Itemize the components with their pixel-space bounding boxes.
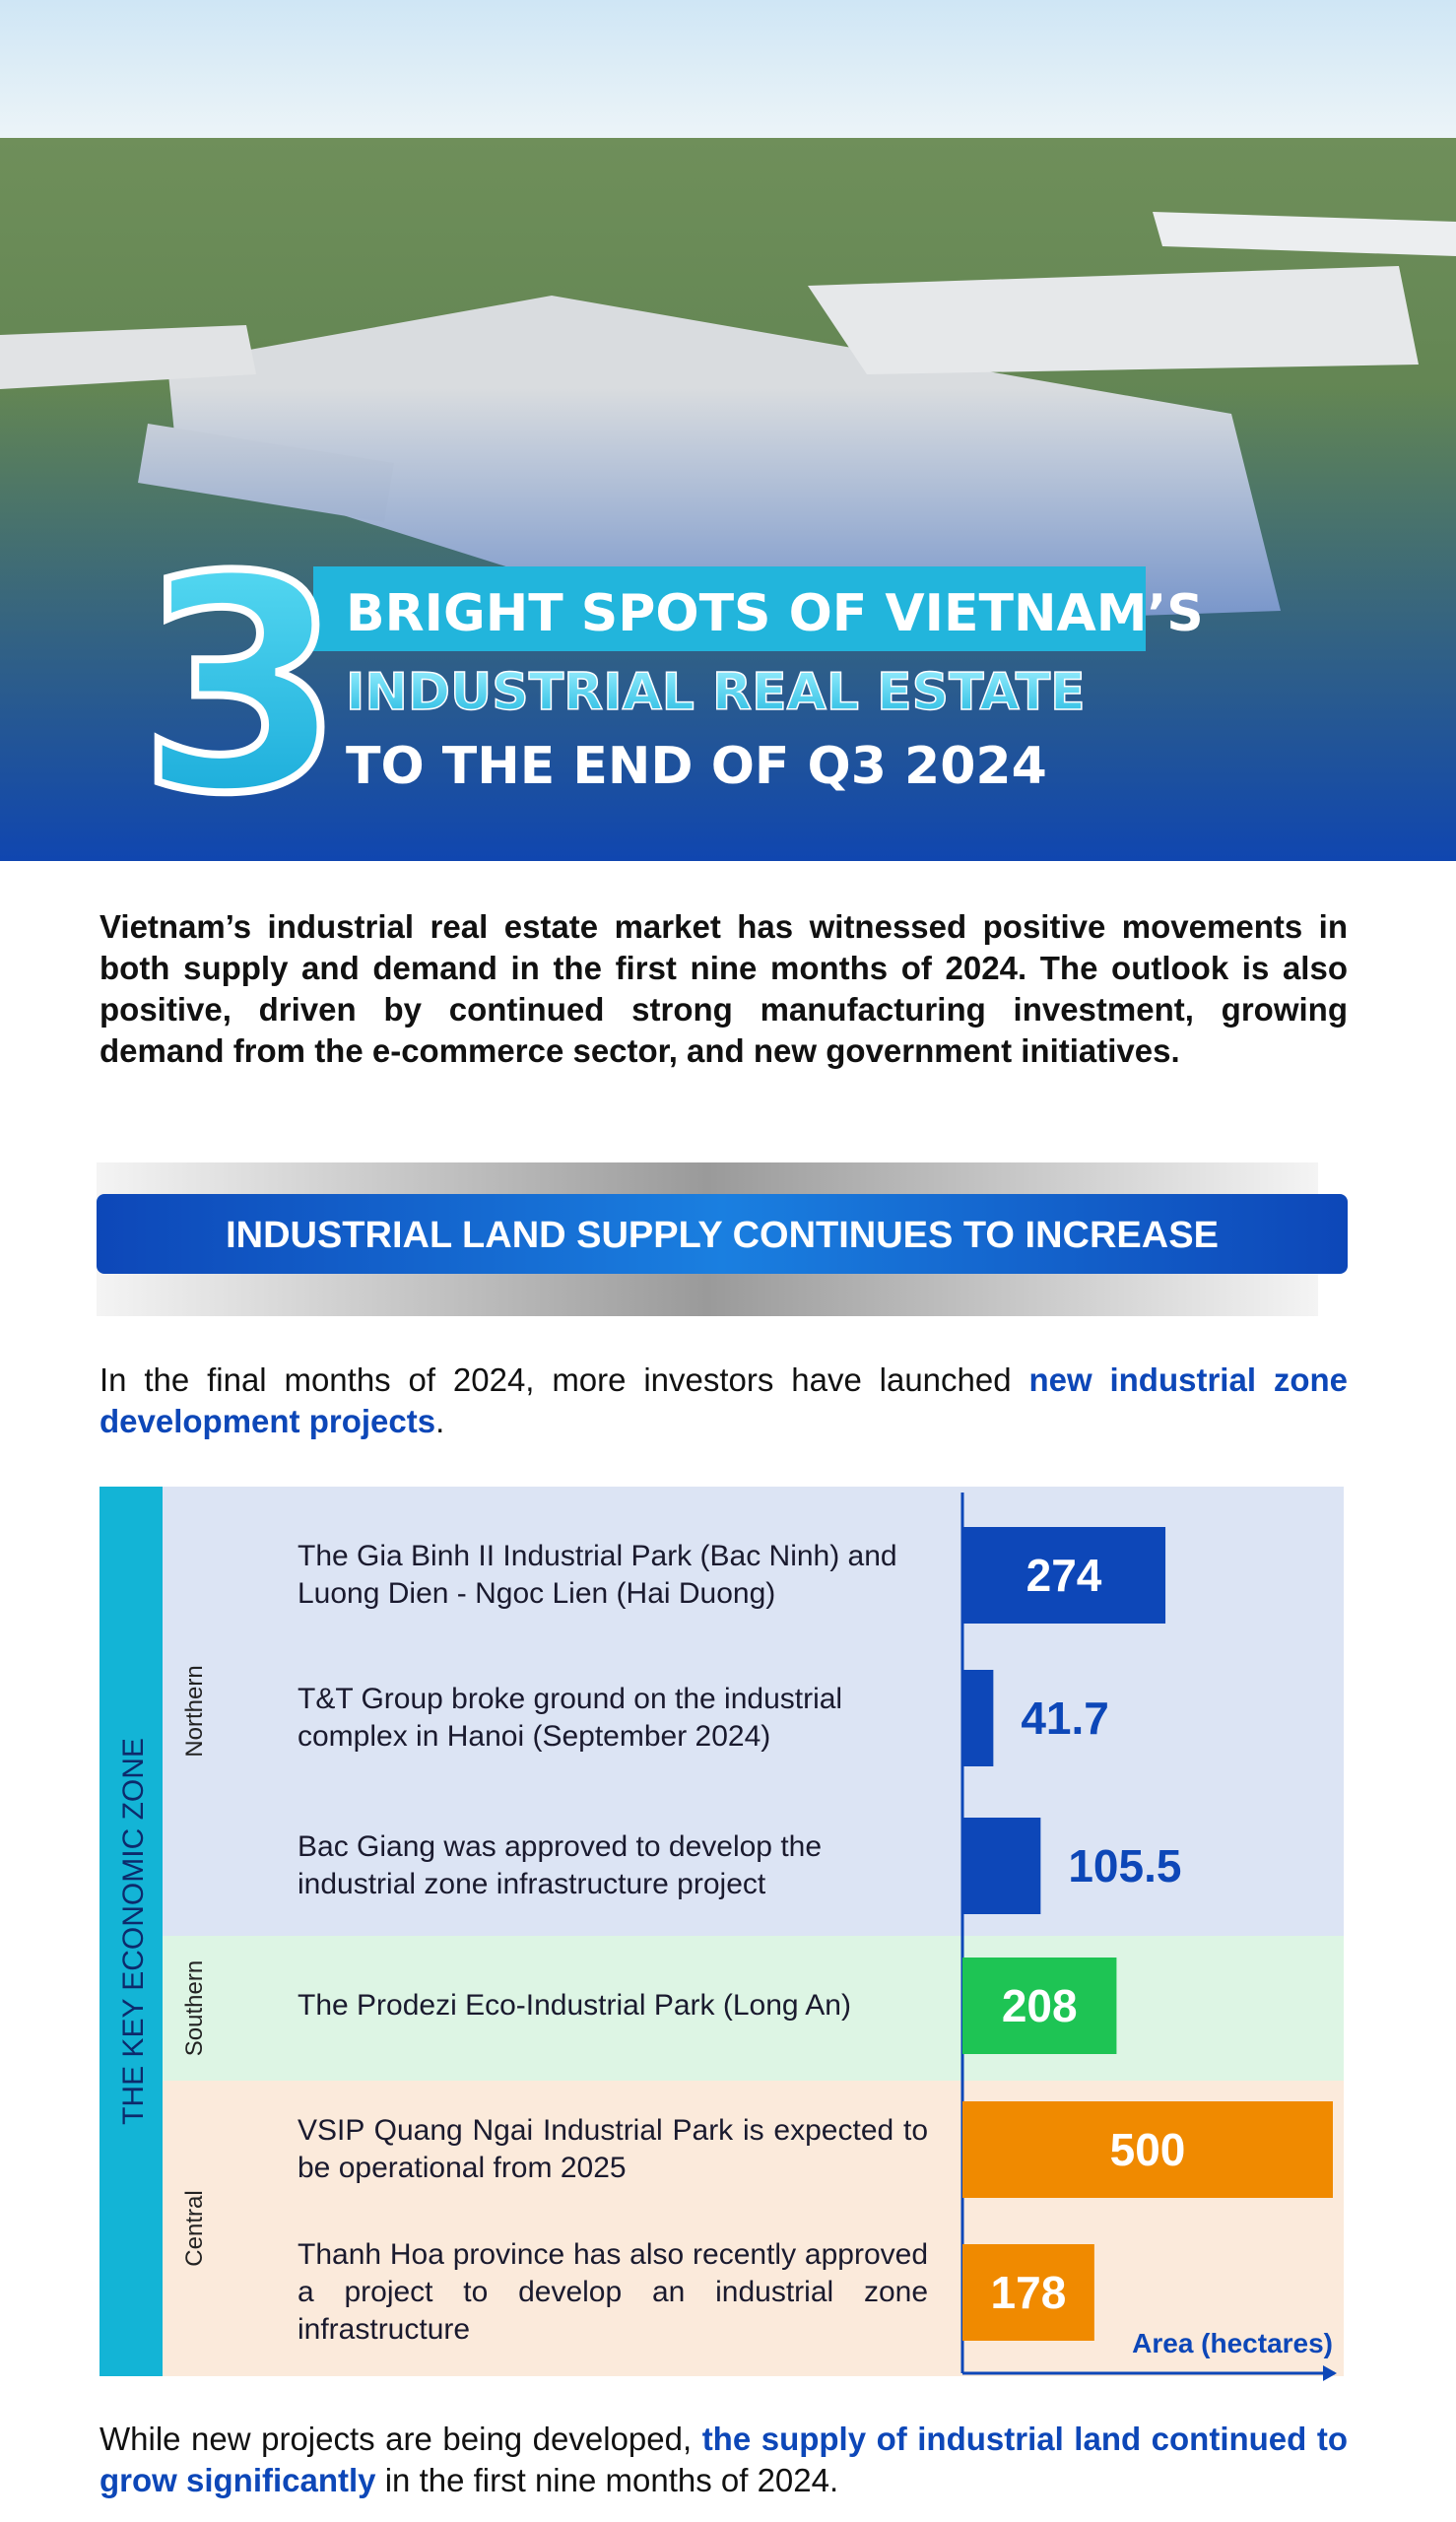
lead-highlight: new industrial zone development projects: [99, 1361, 1349, 1439]
value-label: 274: [1026, 1550, 1102, 1601]
value-label: 41.7: [1021, 1692, 1109, 1744]
bar: [962, 1818, 1041, 1914]
title-line: TO THE END OF Q3 2024: [346, 737, 1047, 796]
category-label: The Gia Binh II Industrial Park (Bac Nin…: [298, 1540, 897, 1610]
group-bar: [99, 1487, 163, 2376]
category-label: VSIP Quang Ngai Industrial Park is expec…: [298, 2114, 928, 2184]
bar: [962, 2101, 1333, 2198]
axis-arrow: [1323, 2365, 1337, 2381]
footer-highlight: the supply of industrial land continued …: [99, 2421, 1348, 2498]
bar: [962, 1527, 1166, 1624]
footer-text: While new projects are being developed,: [99, 2421, 693, 2457]
footer-end: in the first nine months of 2024.: [384, 2462, 839, 2498]
section-title: INDUSTRIAL LAND SUPPLY CONTINUES TO INCR…: [226, 1215, 1219, 1256]
value-label: 105.5: [1068, 1840, 1181, 1892]
category-label: Thanh Hoa province has also recently app…: [298, 2238, 928, 2346]
lead: In the final months of 2024, more invest…: [99, 1360, 1348, 1442]
bar: [962, 1670, 994, 1766]
category-label: T&T Group broke ground on the industrial…: [298, 1683, 843, 1753]
value-label: 178: [991, 2267, 1067, 2318]
zone-band: [163, 1936, 1344, 2081]
bar: [962, 1958, 1117, 2054]
title-box: [313, 566, 1146, 651]
value-label: 500: [1110, 2124, 1186, 2175]
lead-end: .: [435, 1403, 445, 1439]
title-line: INDUSTRIAL REAL ESTATE: [346, 663, 1086, 722]
footer: While new projects are being developed, …: [99, 2419, 1348, 2501]
lead-text: In the final months of 2024, more invest…: [99, 1361, 1012, 1398]
category-label: Bac Giang was approved to develop the in…: [298, 1830, 823, 1900]
bar: [962, 2244, 1094, 2341]
overlay: [0, 0, 1456, 861]
x-axis-label: Area (hectares): [1132, 2328, 1333, 2358]
big-number: 3: [139, 514, 345, 858]
zone-label: Central: [181, 2190, 208, 2266]
zone-label: Northern: [181, 1665, 208, 1757]
banner: [97, 1194, 1348, 1274]
group-label: THE KEY ECONOMIC ZONE: [117, 1738, 150, 2125]
category-label: The Prodezi Eco-Industrial Park (Long An…: [298, 1989, 851, 2022]
value-label: 208: [1002, 1980, 1078, 2031]
zone-label: Southern: [181, 1960, 208, 2056]
title-line: BRIGHT SPOTS OF VIETNAM’S: [346, 584, 1204, 643]
intro: Vietnam’s industrial real estate market …: [99, 908, 1348, 1069]
